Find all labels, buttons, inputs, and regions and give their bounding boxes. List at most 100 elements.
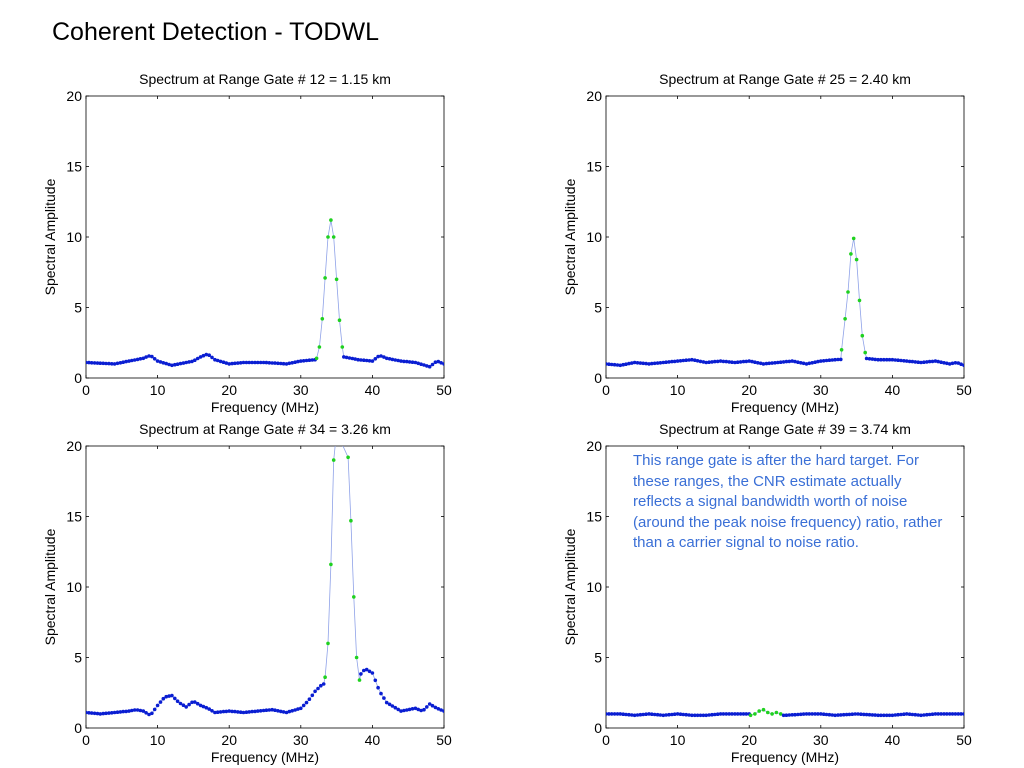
noise-point xyxy=(650,361,654,366)
noise-point xyxy=(672,359,677,364)
plot-frame xyxy=(85,445,445,729)
signal-point xyxy=(778,712,783,716)
noise-point xyxy=(290,361,295,365)
noise-point xyxy=(804,362,809,366)
noise-point xyxy=(279,709,283,714)
noise-point xyxy=(641,361,645,366)
x-tick-label: 10 xyxy=(150,732,166,748)
data-layer xyxy=(606,236,964,368)
signal-point xyxy=(748,713,753,718)
noise-point xyxy=(925,360,929,364)
noise-point xyxy=(799,712,803,717)
noise-point xyxy=(364,667,369,672)
noise-point xyxy=(876,713,880,718)
signal-point xyxy=(334,277,339,282)
noise-point xyxy=(735,712,740,716)
noise-point xyxy=(927,359,932,364)
noise-point xyxy=(773,361,777,365)
noise-point xyxy=(304,700,309,705)
noise-point xyxy=(301,359,306,363)
noise-point xyxy=(698,359,703,364)
noise-point xyxy=(655,712,660,717)
noise-point xyxy=(675,712,680,716)
noise-point xyxy=(255,709,260,713)
noise-point xyxy=(930,712,935,716)
noise-point xyxy=(632,713,637,718)
noise-point xyxy=(670,712,674,717)
noise-point xyxy=(110,362,114,366)
noise-point xyxy=(413,706,418,711)
noise-point xyxy=(816,359,820,364)
noise-point xyxy=(405,708,409,712)
x-tick-label: 0 xyxy=(82,382,90,398)
signal-point xyxy=(774,710,779,715)
noise-point xyxy=(730,360,734,365)
noise-point xyxy=(841,712,846,717)
y-tick-label: 5 xyxy=(74,650,82,666)
y-axis-label: Spectral Amplitude xyxy=(42,528,58,645)
signal-point xyxy=(340,345,345,349)
noise-point xyxy=(870,713,875,717)
noise-point xyxy=(279,361,283,366)
noise-point xyxy=(721,712,726,716)
noise-point xyxy=(884,357,889,362)
noise-point xyxy=(427,364,432,369)
noise-point xyxy=(681,358,686,363)
noise-point xyxy=(635,361,640,365)
noise-point xyxy=(830,713,835,717)
noise-point xyxy=(310,693,315,698)
noise-point xyxy=(816,712,820,716)
noise-point xyxy=(167,694,171,698)
noise-point xyxy=(167,362,171,367)
noise-point xyxy=(950,361,955,366)
noise-point xyxy=(833,357,837,362)
noise-point xyxy=(799,361,803,365)
noise-point xyxy=(856,712,860,716)
signal-point xyxy=(317,345,322,349)
noise-point xyxy=(384,700,389,705)
noise-point xyxy=(207,353,211,358)
plot-frame xyxy=(85,95,445,379)
noise-point xyxy=(612,362,617,367)
y-tick-label: 15 xyxy=(66,159,82,175)
noise-point xyxy=(939,360,943,365)
noise-point xyxy=(744,712,749,716)
noise-point xyxy=(178,361,183,366)
x-tick-label: 30 xyxy=(293,732,309,748)
noise-point xyxy=(644,361,648,366)
x-tick-label: 40 xyxy=(365,732,381,748)
signal-point xyxy=(323,675,327,679)
noise-point xyxy=(416,361,421,366)
noise-point xyxy=(618,712,623,716)
noise-point xyxy=(419,708,423,713)
noise-point xyxy=(638,712,643,717)
noise-point xyxy=(859,712,863,716)
noise-point xyxy=(715,359,720,364)
noise-point xyxy=(198,355,203,359)
signal-point xyxy=(757,709,761,713)
noise-point xyxy=(393,705,398,710)
noise-point xyxy=(936,359,940,364)
signal-point xyxy=(753,712,757,716)
noise-point xyxy=(758,361,763,366)
noise-point xyxy=(718,359,723,363)
noise-point xyxy=(701,713,706,718)
noise-point xyxy=(107,361,111,366)
noise-point xyxy=(784,359,789,364)
noise-point xyxy=(342,355,346,359)
noise-point xyxy=(367,359,372,363)
noise-point xyxy=(919,713,923,718)
noise-point xyxy=(707,713,711,717)
noise-point xyxy=(796,360,800,365)
noise-point xyxy=(89,711,94,715)
noise-point xyxy=(230,709,234,714)
y-tick-label: 0 xyxy=(74,370,82,386)
noise-point xyxy=(655,361,660,365)
noise-point xyxy=(236,710,240,714)
noise-point xyxy=(442,709,444,713)
noise-point xyxy=(127,709,131,713)
noise-point xyxy=(379,691,383,696)
noise-point xyxy=(684,358,688,363)
x-tick-label: 30 xyxy=(813,732,829,748)
noise-point xyxy=(387,357,392,361)
